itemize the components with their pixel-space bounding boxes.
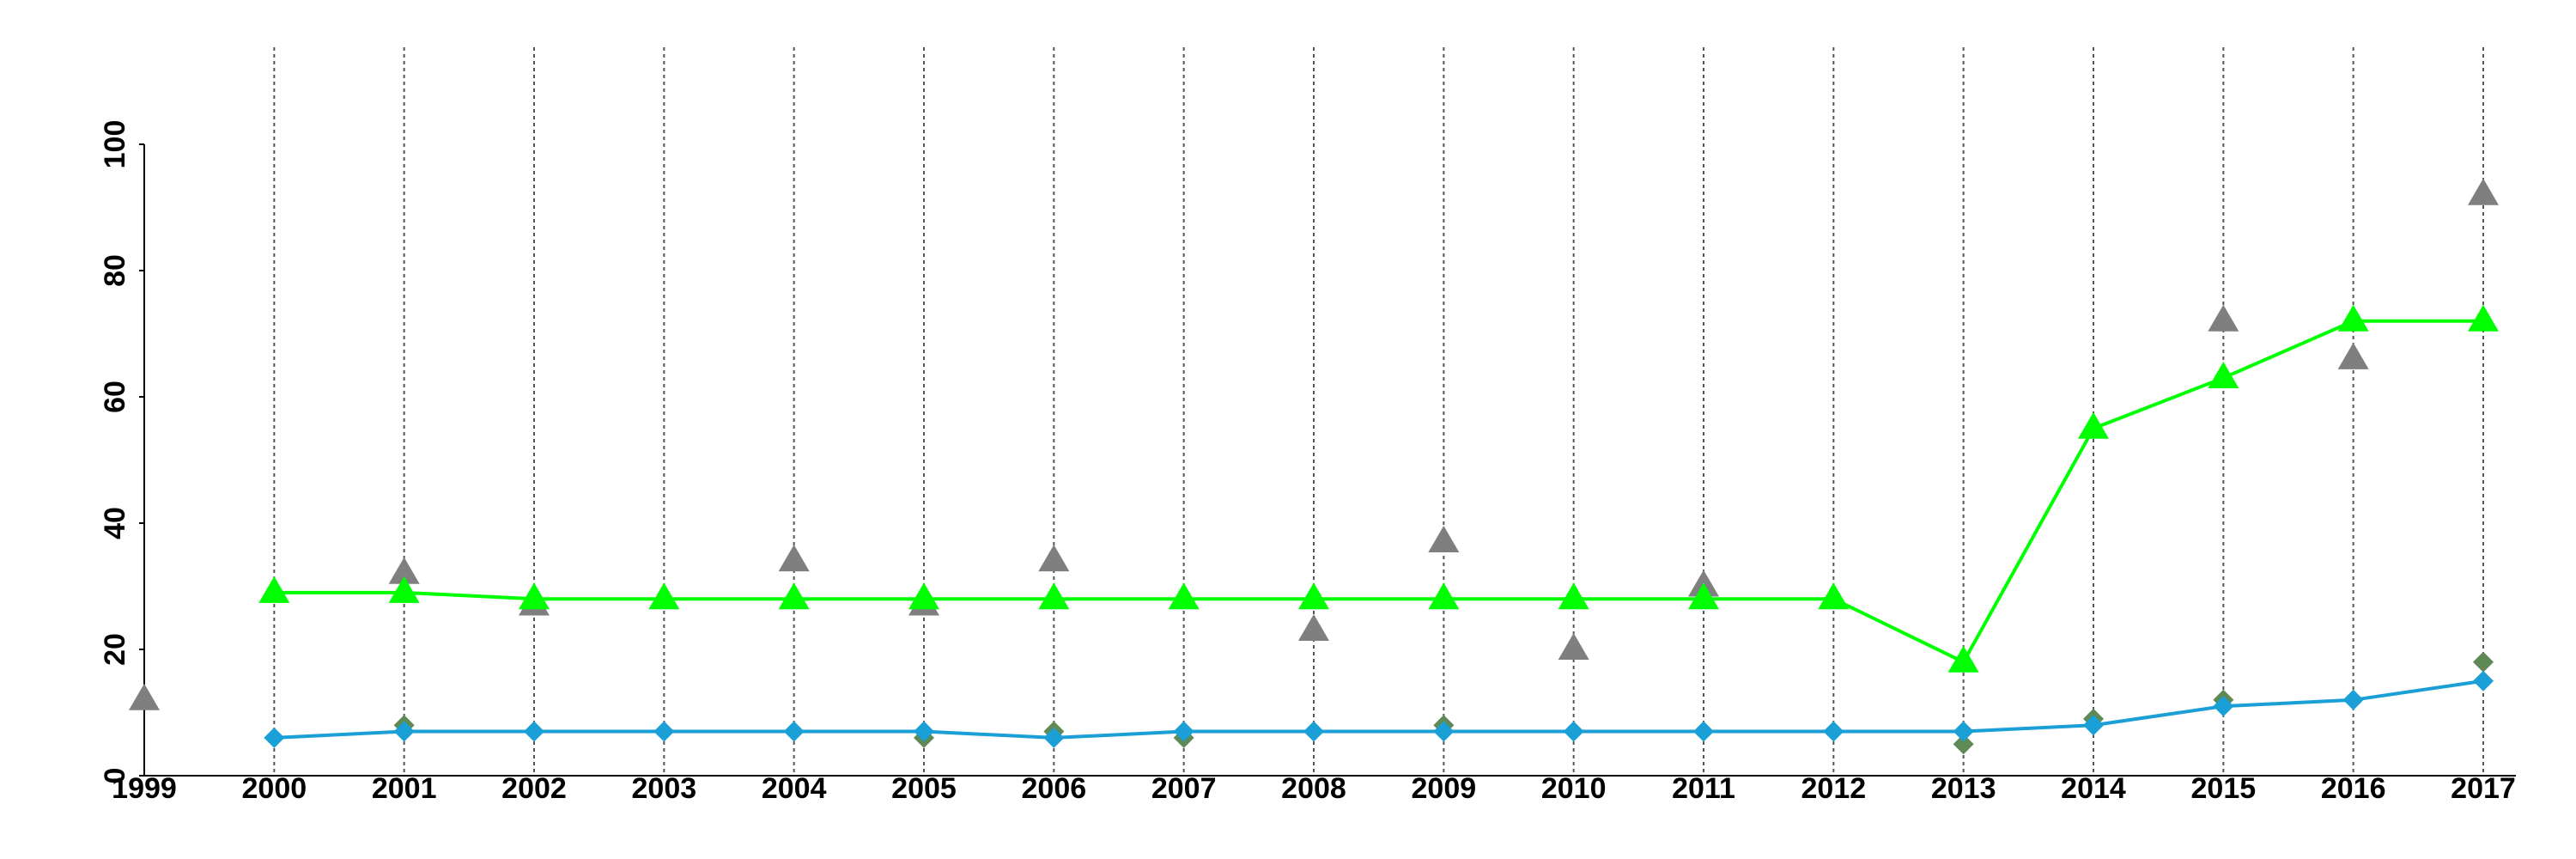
x-tick-label: 2015 [2191, 772, 2257, 805]
y-tick-label: 100 [99, 120, 131, 169]
point-marker [914, 721, 934, 742]
point-marker [1563, 721, 1584, 742]
point-marker [1947, 645, 1979, 673]
point-marker [129, 683, 160, 710]
point-marker [258, 576, 290, 603]
point-marker [1298, 582, 1329, 610]
point-marker [1953, 734, 1974, 755]
point-marker [1168, 582, 1200, 610]
x-tick-label: 2017 [2451, 772, 2516, 805]
point-marker [653, 721, 675, 742]
point-marker [1038, 582, 1070, 610]
point-marker [1693, 721, 1714, 742]
point-marker [1823, 721, 1844, 742]
point-marker [778, 545, 810, 572]
point-marker [1038, 545, 1070, 572]
point-marker [1558, 582, 1589, 610]
point-marker [778, 582, 810, 610]
y-tick-label: 20 [99, 633, 131, 666]
x-tick-label: 2013 [1931, 772, 1996, 805]
point-marker [2468, 304, 2499, 332]
point-marker [2337, 342, 2369, 369]
point-marker [1433, 721, 1455, 742]
point-marker [1298, 613, 1329, 641]
point-marker [2078, 411, 2109, 439]
point-marker [2473, 651, 2494, 673]
x-tick-label: 2003 [632, 772, 697, 805]
x-tick-label: 2002 [501, 772, 567, 805]
point-marker [2213, 696, 2234, 717]
x-tick-label: 2005 [891, 772, 957, 805]
x-tick-label: 2001 [372, 772, 437, 805]
point-marker [519, 582, 550, 610]
point-marker [393, 721, 415, 742]
point-marker [264, 727, 285, 748]
point-marker [1428, 582, 1460, 610]
point-marker [388, 576, 420, 603]
point-marker [2208, 304, 2239, 332]
point-marker [1043, 727, 1065, 748]
x-tick-label: 2009 [1412, 772, 1477, 805]
y-tick-label: 60 [99, 381, 131, 413]
x-tick-label: 2000 [242, 772, 307, 805]
x-tick-label: 2004 [762, 772, 827, 805]
y-tick-label: 40 [99, 507, 131, 539]
x-tick-label: 2012 [1801, 772, 1867, 805]
point-marker [1953, 721, 1974, 742]
point-marker [2468, 178, 2499, 205]
point-marker [2083, 715, 2104, 736]
x-tick-label: 2011 [1672, 772, 1735, 805]
point-marker [524, 721, 544, 742]
point-marker [648, 582, 680, 610]
point-marker [2342, 689, 2364, 710]
y-tick-label: 0 [99, 768, 131, 784]
series-line [274, 319, 2483, 665]
point-marker [388, 557, 420, 584]
point-marker [1428, 526, 1460, 553]
x-tick-label: 1999 [112, 772, 177, 805]
point-marker [2473, 670, 2494, 691]
x-tick-label: 2014 [2061, 772, 2126, 805]
x-tick-label: 2007 [1151, 772, 1217, 805]
y-tick-label: 80 [99, 254, 131, 287]
point-marker [1688, 582, 1719, 610]
x-tick-label: 2006 [1022, 772, 1087, 805]
x-tick-label: 2010 [1541, 772, 1607, 805]
point-marker [2337, 304, 2369, 332]
point-marker [908, 582, 939, 610]
series-line [274, 679, 2484, 740]
point-marker [2208, 361, 2239, 388]
point-marker [1818, 582, 1850, 610]
x-tick-label: 2016 [2321, 772, 2386, 805]
x-tick-label: 2008 [1281, 772, 1346, 805]
point-marker [783, 721, 805, 742]
point-marker [1303, 721, 1324, 742]
point-marker [1173, 721, 1194, 742]
point-marker [1558, 633, 1589, 660]
